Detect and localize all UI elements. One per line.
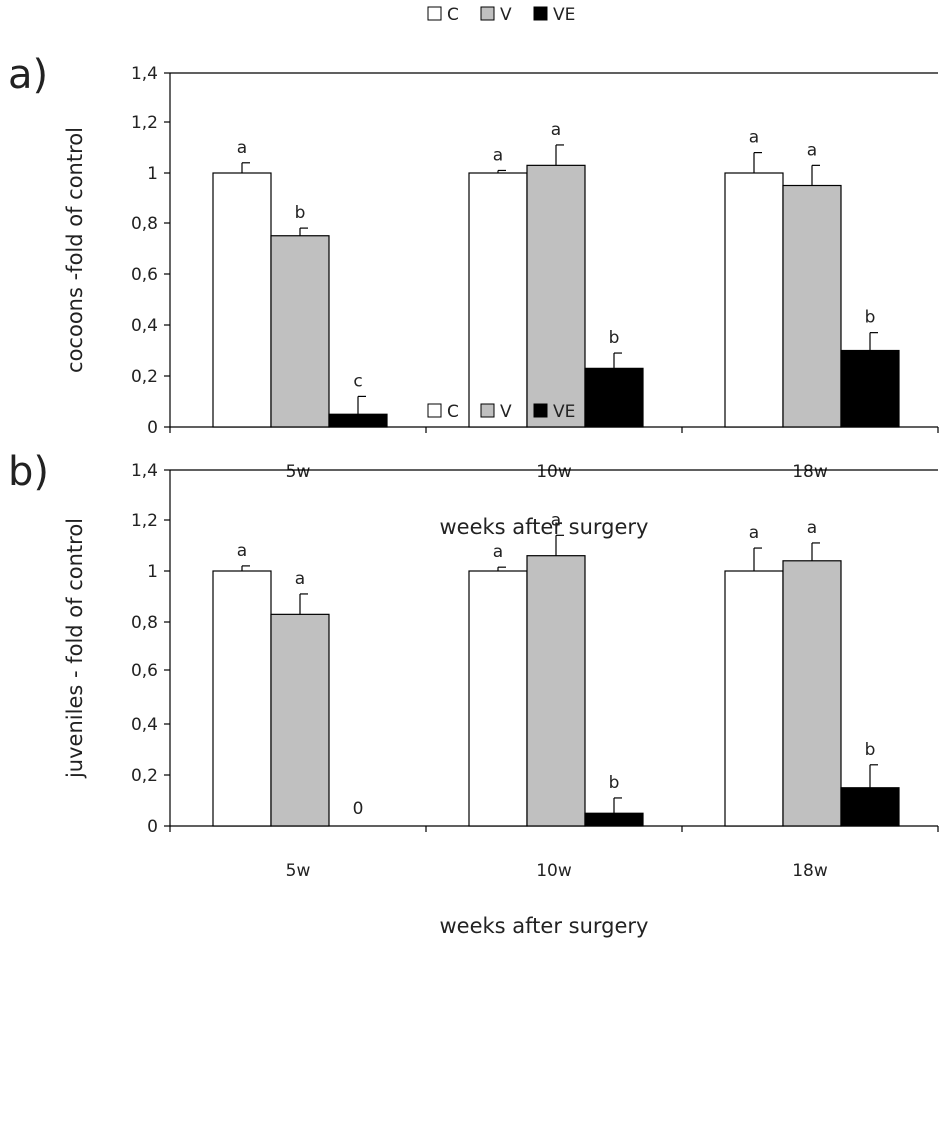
y-tick-label: 0,4 [131,715,158,735]
y-axis-label: cocoons -fold of control [63,127,87,373]
x-tick-label: 18w [792,861,828,881]
bar-C-10w [468,172,528,428]
bar-VE-18w [840,349,900,428]
bar-C-5w [212,172,272,428]
significance-label: a [749,128,759,148]
x-tick-label: 5w [286,861,311,881]
x-tick-label: 10w [536,861,572,881]
y-tick-label: 1 [147,164,158,184]
significance-label: a [493,145,503,165]
significance-label: a [807,518,817,538]
significance-label: c [353,371,362,391]
significance-label: a [749,523,759,543]
significance-label: a [295,569,305,589]
significance-label: a [807,140,817,160]
legend-label-C: C [447,402,459,422]
bar-V-5w [270,235,330,428]
significance-label: b [295,203,306,223]
y-tick-label: 0,2 [131,766,158,786]
bar-V-18w [782,184,842,428]
significance-label: a [551,510,561,530]
x-tick-label: 5w [286,462,311,482]
legend-label-V: V [500,402,512,422]
legend-swatch-V [480,6,495,21]
y-tick-label: 0,4 [131,316,158,336]
significance-label: a [237,138,247,158]
y-axis-label: juveniles - fold of control [63,518,87,779]
bar-V-18w [782,560,842,827]
legend-label-C: C [447,5,459,25]
bar-V-5w [270,613,330,827]
significance-label: a [237,541,247,561]
bar-VE-10w [584,812,644,827]
legend-label-VE: VE [553,402,575,422]
significance-label: a [493,542,503,562]
legend-label-V: V [500,5,512,25]
legend-swatch-VE [533,6,548,21]
y-tick-label: 1,2 [131,511,158,531]
bar-V-10w [526,164,586,428]
y-tick-label: 1,4 [131,461,158,481]
bar-VE-5w [328,413,388,428]
bar-VE-18w [840,787,900,827]
x-tick-label: 18w [792,462,828,482]
y-tick-label: 0,2 [131,367,158,387]
x-axis-label: weeks after surgery [440,515,649,539]
y-tick-label: 0,6 [131,661,158,681]
significance-label: a [551,120,561,140]
significance-label: 0 [353,799,364,819]
legend-label-VE: VE [553,5,575,25]
bar-C-10w [468,570,528,827]
y-tick-label: 0,6 [131,265,158,285]
panel-label: a) [8,52,48,98]
legend-swatch-C [427,403,442,418]
significance-label: b [865,308,876,328]
bar-C-5w [212,570,272,827]
chart-panel-b: 0 0,2 0,4 0,6 0,8 1 1,2 1,4 a a 0 5w a a b 10w a a b 18w wee… [8,402,939,938]
y-tick-label: 1 [147,562,158,582]
bar-VE-10w [584,367,644,428]
y-tick-label: 1,4 [131,64,158,84]
legend-swatch-VE [533,403,548,418]
bar-C-18w [724,172,784,428]
bar-V-10w [526,555,586,827]
x-tick-label: 10w [536,462,572,482]
panel-label: b) [8,449,49,495]
significance-label: b [609,328,620,348]
y-tick-label: 1,2 [131,113,158,133]
y-tick-label: 0,8 [131,214,158,234]
y-tick-label: 0 [147,418,158,438]
legend-swatch-V [480,403,495,418]
legend-swatch-C [427,6,442,21]
y-tick-label: 0 [147,817,158,837]
significance-label: b [865,740,876,760]
y-tick-label: 0,8 [131,613,158,633]
chart-panel-a: 0 0,2 0,4 0,6 0,8 1 1,2 1,4 a b c 5w a a b 10w a a b 18w wee… [8,5,939,539]
significance-label: b [609,773,620,793]
bar-C-18w [724,570,784,827]
x-axis-label: weeks after surgery [440,914,649,938]
